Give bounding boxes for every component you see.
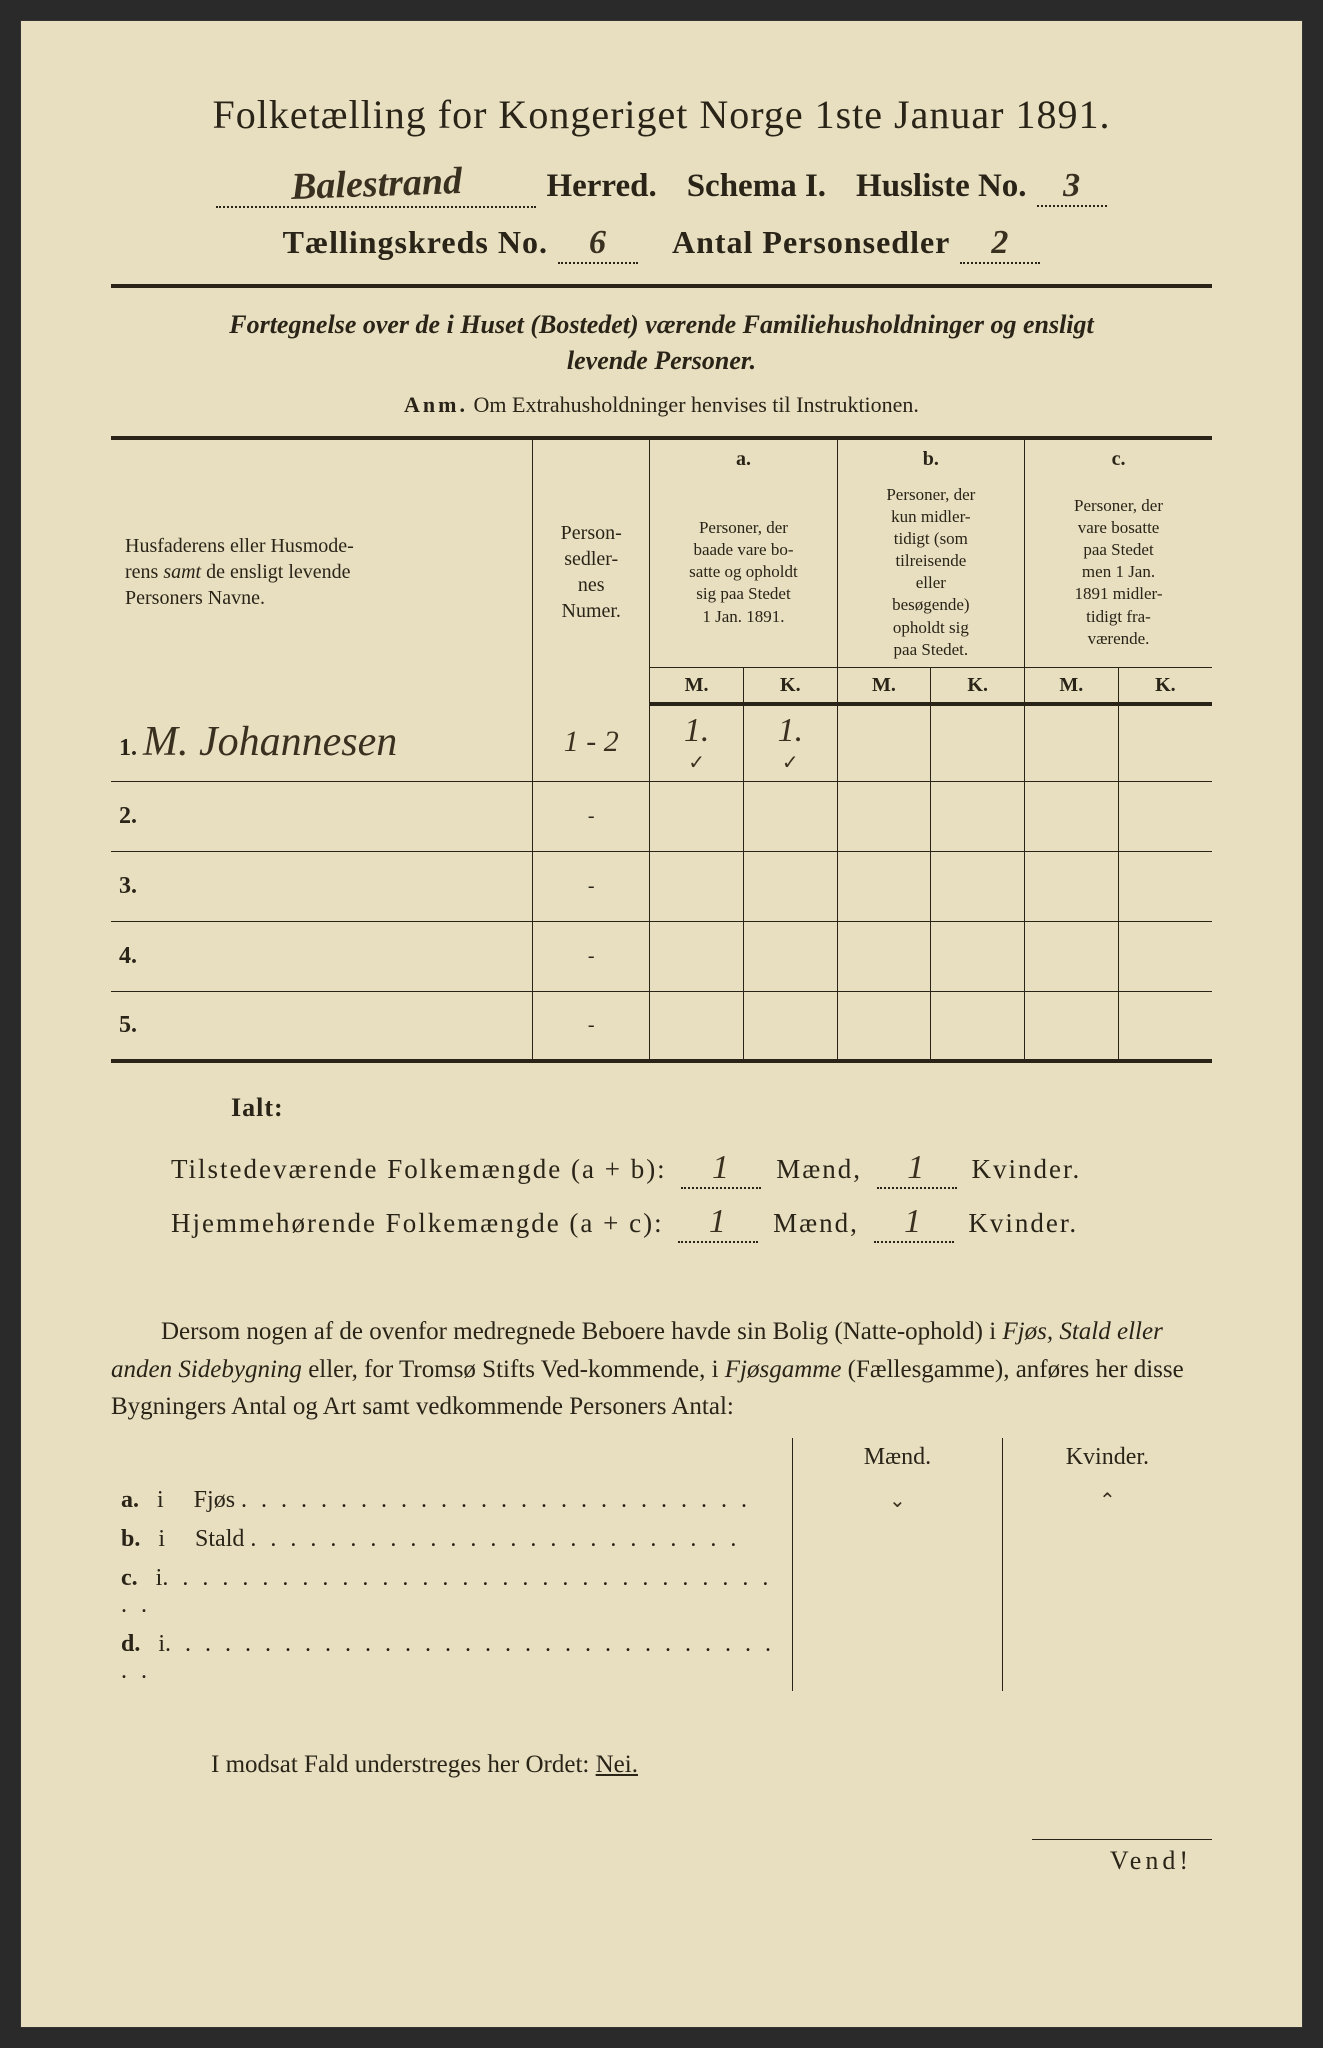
tilstede-line: Tilstedeværende Folkemængde (a + b): 1 M… — [171, 1149, 1212, 1189]
tilstede-kvinder-field: 1 — [877, 1149, 957, 1189]
anm-text: Om Extrahusholdninger henvises til Instr… — [474, 392, 919, 417]
col-c-text: Personer, dervare bosattepaa Stedetmen 1… — [1025, 478, 1212, 667]
col-c-k: K. — [1118, 667, 1212, 704]
col-c-m: M. — [1025, 667, 1119, 704]
herred-field: Balestrand — [216, 162, 536, 208]
col-c-label: c. — [1025, 438, 1212, 478]
bottom-row: c. i. . . . . . . . . . . . . . . . . . … — [111, 1559, 1212, 1625]
kreds-label: Tællingskreds No. — [283, 224, 548, 261]
col-b-k: K. — [931, 667, 1025, 704]
header-row-1: Balestrand Herred. Schema I. Husliste No… — [111, 162, 1212, 208]
nei-word: Nei. — [596, 1751, 638, 1778]
household-table: Husfaderens eller Husmode-rens samt de e… — [111, 436, 1212, 1063]
census-form-page: Folketælling for Kongeriget Norge 1ste J… — [20, 20, 1303, 2028]
hjemme-kvinder-field: 1 — [874, 1203, 954, 1243]
header-row-2: Tællingskreds No. 6 Antal Personsedler 2 — [111, 224, 1212, 264]
col-b-label: b. — [837, 438, 1024, 478]
col-a-m: M. — [650, 667, 744, 704]
bottom-kvinder-header: Kvinder. — [1002, 1438, 1212, 1481]
husliste-field: 3 — [1037, 167, 1107, 207]
ialt-label: Ialt: — [231, 1093, 1212, 1123]
tilstede-maend-field: 1 — [681, 1149, 761, 1189]
kreds-field: 6 — [558, 224, 638, 264]
bottom-row: a. i Fjøs . . . . . . . . . . . . . . . … — [111, 1481, 1212, 1520]
col-b-text: Personer, derkun midler-tidigt (somtilre… — [837, 478, 1024, 667]
subtitle-line-1: Fortegnelse over de i Huset (Bostedet) v… — [111, 310, 1212, 340]
col-numer-header: Person-sedler-nesNumer. — [533, 438, 650, 704]
table-body: 1. M. Johannesen 1 - 2 1.✓ 1.✓ 2. - 3. - — [111, 704, 1212, 1062]
husliste-label: Husliste No. — [856, 168, 1027, 205]
table-row: 3. - — [111, 851, 1212, 921]
bottom-maend-header: Mænd. — [793, 1438, 1003, 1481]
schema-label: Schema I. — [687, 168, 826, 205]
table-row: 2. - — [111, 781, 1212, 851]
col-a-k: K. — [743, 667, 837, 704]
page-title: Folketælling for Kongeriget Norge 1ste J… — [111, 91, 1212, 138]
hjemme-maend-field: 1 — [678, 1203, 758, 1243]
anm-lead: Anm. — [404, 392, 468, 417]
herred-label: Herred. — [546, 168, 656, 205]
anm-note: Anm. Om Extrahusholdninger henvises til … — [111, 392, 1212, 418]
antal-label: Antal Personsedler — [672, 224, 950, 261]
modsat-line: I modsat Fald understreges her Ordet: Ne… — [111, 1751, 1212, 1779]
table-row: 4. - — [111, 921, 1212, 991]
body-paragraph: Dersom nogen af de ovenfor medregnede Be… — [111, 1313, 1212, 1426]
col-a-text: Personer, derbaade vare bo-satte og opho… — [650, 478, 837, 667]
col-b-m: M. — [837, 667, 931, 704]
bottom-row: b. i Stald . . . . . . . . . . . . . . .… — [111, 1520, 1212, 1559]
table-row: 5. - — [111, 991, 1212, 1061]
hjemme-line: Hjemmehørende Folkemængde (a + c): 1 Mæn… — [171, 1203, 1212, 1243]
bottom-row: d. i. . . . . . . . . . . . . . . . . . … — [111, 1625, 1212, 1691]
table-row: 1. M. Johannesen 1 - 2 1.✓ 1.✓ — [111, 704, 1212, 782]
col-name-header: Husfaderens eller Husmode-rens samt de e… — [111, 438, 533, 704]
antal-field: 2 — [960, 224, 1040, 264]
subtitle-line-2: levende Personer. — [111, 346, 1212, 376]
divider — [111, 284, 1212, 288]
col-a-label: a. — [650, 438, 837, 478]
bottom-table: Mænd. Kvinder. a. i Fjøs . . . . . . . .… — [111, 1438, 1212, 1691]
vend-label: Vend! — [1032, 1839, 1212, 1876]
